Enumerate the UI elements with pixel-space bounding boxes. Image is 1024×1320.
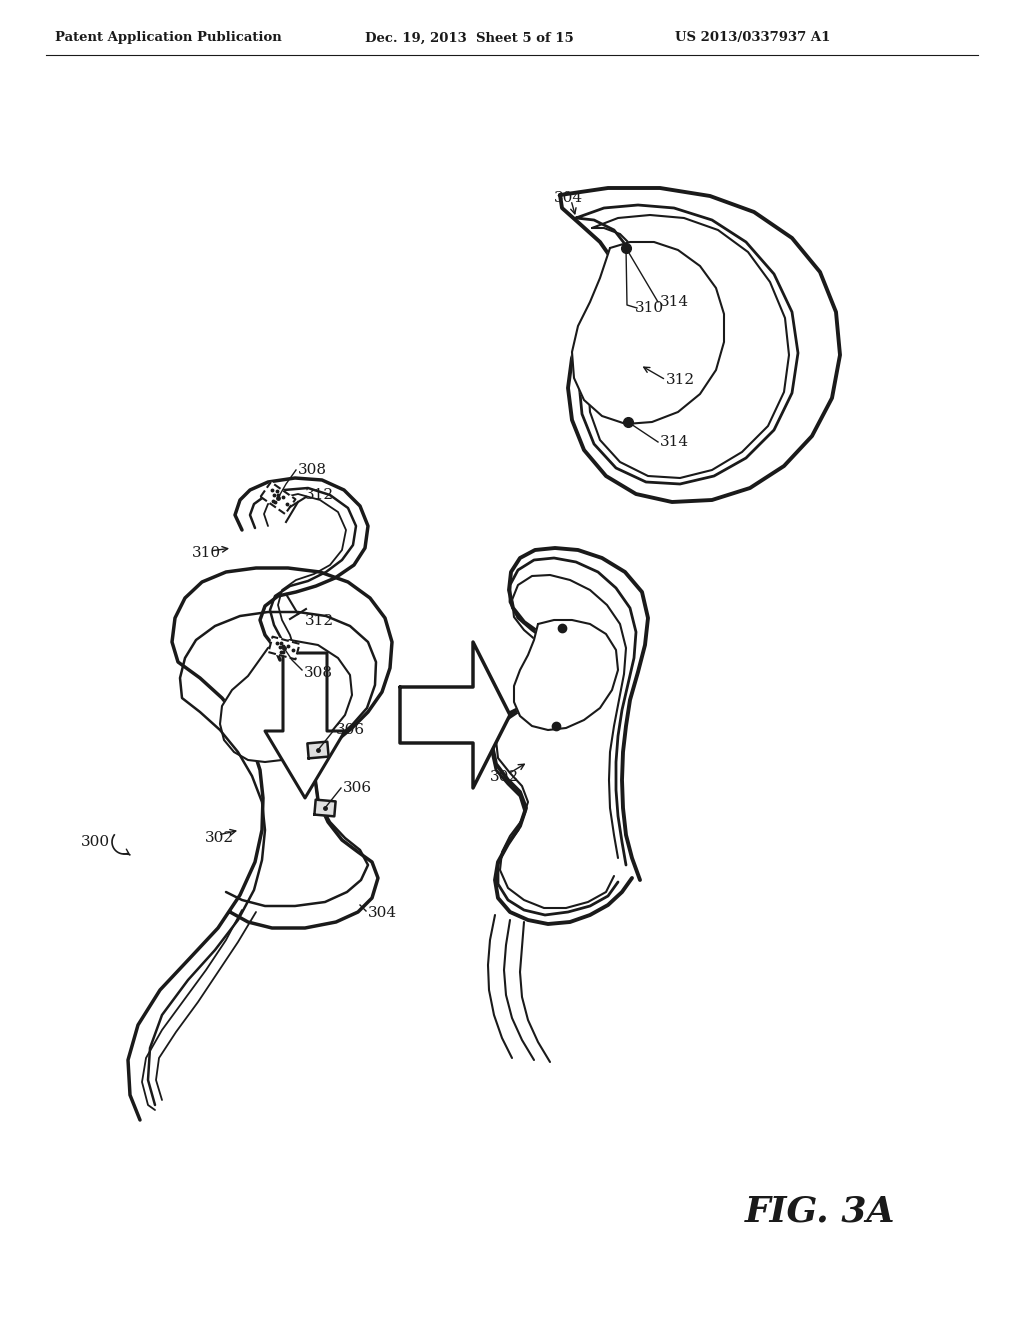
Text: 310: 310 xyxy=(635,301,665,315)
Text: 304: 304 xyxy=(368,906,397,920)
Text: Patent Application Publication: Patent Application Publication xyxy=(55,32,282,45)
Text: 304: 304 xyxy=(554,191,583,205)
Polygon shape xyxy=(260,482,296,513)
Text: 314: 314 xyxy=(660,436,689,449)
Text: US 2013/0337937 A1: US 2013/0337937 A1 xyxy=(675,32,830,45)
Text: 308: 308 xyxy=(304,667,333,680)
Polygon shape xyxy=(220,640,352,762)
Polygon shape xyxy=(265,653,345,799)
Text: 310: 310 xyxy=(193,546,221,560)
Text: 312: 312 xyxy=(666,374,695,387)
Text: 312: 312 xyxy=(305,488,334,502)
Polygon shape xyxy=(514,620,618,730)
Polygon shape xyxy=(128,568,392,1119)
Polygon shape xyxy=(492,548,648,924)
Polygon shape xyxy=(314,800,336,816)
Text: 314: 314 xyxy=(660,294,689,309)
Text: Dec. 19, 2013  Sheet 5 of 15: Dec. 19, 2013 Sheet 5 of 15 xyxy=(365,32,573,45)
Text: 312: 312 xyxy=(305,614,334,628)
Polygon shape xyxy=(268,636,300,660)
Text: 302: 302 xyxy=(490,770,519,784)
Text: 300: 300 xyxy=(81,836,110,849)
Text: 306: 306 xyxy=(343,781,372,795)
Polygon shape xyxy=(572,242,724,424)
Polygon shape xyxy=(400,642,510,788)
Text: 308: 308 xyxy=(298,463,327,477)
Text: 306: 306 xyxy=(336,723,366,737)
Text: 302: 302 xyxy=(205,832,234,845)
Polygon shape xyxy=(234,478,368,660)
Text: FIG. 3A: FIG. 3A xyxy=(744,1195,895,1229)
Polygon shape xyxy=(307,742,329,759)
Polygon shape xyxy=(560,187,840,502)
